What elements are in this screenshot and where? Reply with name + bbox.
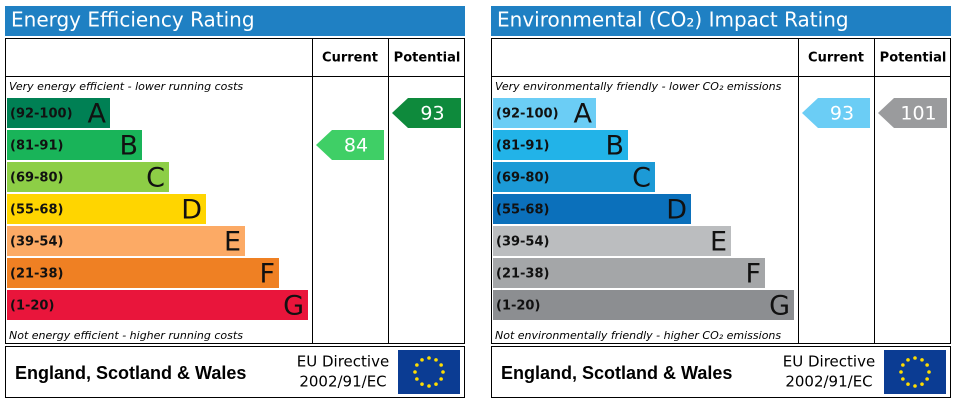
rating-band <box>7 98 110 128</box>
band-range: (21-38) <box>496 267 549 282</box>
panel-title: Energy Efficiency Rating <box>11 8 255 32</box>
band-letter: A <box>574 99 593 130</box>
flag-star <box>427 384 431 388</box>
rating-band <box>493 226 731 256</box>
band-letter: F <box>259 259 275 290</box>
band-letter: G <box>283 291 304 322</box>
band-range: (69-80) <box>10 171 63 186</box>
band-letter: C <box>146 163 165 194</box>
footer-code: 2002/91/EC <box>785 373 872 391</box>
bottom-note: Not environmentally friendly - higher CO… <box>495 329 781 342</box>
panel-title: Environmental (CO₂) Impact Rating <box>497 8 849 32</box>
flag-star <box>434 358 438 362</box>
title-bar <box>491 6 951 36</box>
bottom-note: Not energy efficient - higher running co… <box>9 329 243 342</box>
flag-star <box>913 356 917 360</box>
flag-star <box>925 363 929 367</box>
rating-band <box>7 258 279 288</box>
band-letter: E <box>710 227 727 258</box>
current-rating: 93 <box>830 103 854 125</box>
flag-star <box>901 377 905 381</box>
band-letter: A <box>88 99 107 130</box>
flag-star <box>427 356 431 360</box>
rating-band <box>493 98 596 128</box>
flag-star <box>920 382 924 386</box>
band-letter: B <box>119 131 138 162</box>
rating-band <box>7 290 308 320</box>
flag-star <box>927 370 931 374</box>
band-letter: F <box>745 259 761 290</box>
band-range: (1-20) <box>10 299 54 314</box>
band-range: (81-91) <box>496 139 549 154</box>
flag-star <box>913 384 917 388</box>
potential-arrow <box>878 98 947 128</box>
flag-star <box>415 377 419 381</box>
band-range: (21-38) <box>10 267 63 282</box>
band-range: (1-20) <box>496 299 540 314</box>
flag-star <box>925 377 929 381</box>
band-letter: D <box>666 195 687 226</box>
footer-region: England, Scotland & Wales <box>501 363 732 383</box>
rating-box <box>491 38 951 344</box>
rating-band <box>7 226 245 256</box>
band-range: (81-91) <box>10 139 63 154</box>
rating-band <box>493 130 628 160</box>
rating-box <box>5 38 465 344</box>
potential-rating: 101 <box>900 103 936 125</box>
flag-star <box>441 370 445 374</box>
title-bar <box>5 6 465 36</box>
flag-star <box>899 370 903 374</box>
band-letter: G <box>769 291 790 322</box>
flag-star <box>920 358 924 362</box>
current-rating: 84 <box>344 135 368 157</box>
flag-star <box>439 363 443 367</box>
top-note: Very environmentally friendly - lower CO… <box>495 80 782 93</box>
column-header: Current <box>322 51 378 66</box>
flag-star <box>906 358 910 362</box>
rating-band <box>493 162 655 192</box>
footer-region: England, Scotland & Wales <box>15 363 246 383</box>
rating-band <box>7 162 169 192</box>
column-header: Current <box>808 51 864 66</box>
band-range: (55-68) <box>496 203 549 218</box>
footer-box <box>5 346 465 398</box>
flag-star <box>420 382 424 386</box>
top-note: Very energy efficient - lower running co… <box>9 80 243 93</box>
band-letter: D <box>181 195 202 226</box>
footer-code: 2002/91/EC <box>299 373 386 391</box>
rating-band <box>493 194 691 224</box>
rating-band <box>7 130 142 160</box>
band-range: (55-68) <box>10 203 63 218</box>
rating-band <box>493 290 794 320</box>
flag-star <box>439 377 443 381</box>
flag-star <box>413 370 417 374</box>
flag-star <box>906 382 910 386</box>
band-letter: E <box>224 227 241 258</box>
potential-rating: 93 <box>420 103 444 125</box>
flag-star <box>415 363 419 367</box>
band-range: (69-80) <box>496 171 549 186</box>
flag-star <box>434 382 438 386</box>
band-range: (92-100) <box>496 107 559 122</box>
column-header: Potential <box>880 51 947 66</box>
footer-box <box>491 346 951 398</box>
band-range: (39-54) <box>10 235 63 250</box>
flag-star <box>420 358 424 362</box>
current-arrow <box>316 130 384 160</box>
column-header: Potential <box>394 51 461 66</box>
rating-band <box>493 258 765 288</box>
flag-star <box>901 363 905 367</box>
band-letter: B <box>605 131 624 162</box>
potential-arrow <box>392 98 461 128</box>
current-arrow <box>802 98 870 128</box>
rating-band <box>7 194 206 224</box>
footer-directive: EU Directive <box>783 353 875 371</box>
footer-directive: EU Directive <box>297 353 389 371</box>
band-letter: C <box>632 163 651 194</box>
band-range: (92-100) <box>10 107 73 122</box>
band-range: (39-54) <box>496 235 549 250</box>
